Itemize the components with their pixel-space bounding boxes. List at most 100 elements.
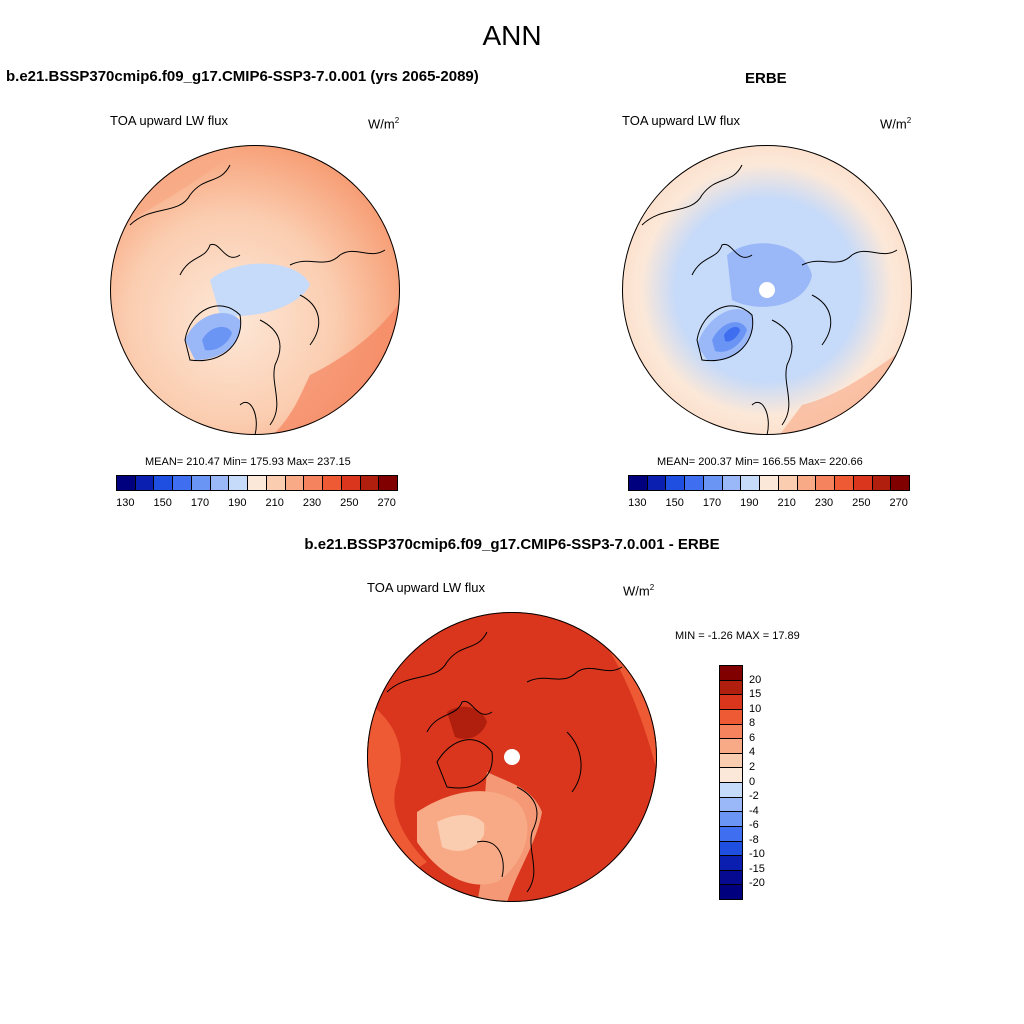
- obs-colorbar-swatch: [741, 476, 761, 490]
- diff-colorbar-swatch: [720, 885, 742, 899]
- diff-colorbar-swatch: [720, 826, 742, 842]
- obs-colorbar-swatch: [685, 476, 704, 490]
- obs-colorbar-swatch: [703, 476, 723, 490]
- diff-colorbar-ticks: 20 15 10 8 6 4 2 0 -2 -4 -6 -8 -10 -15 -20: [749, 665, 789, 898]
- obs-colorbar-tick-label: 150: [665, 497, 684, 509]
- diff-colorbar-swatch: [720, 768, 742, 783]
- obs-colorbar-tick-label: 130: [628, 497, 647, 509]
- obs-colorbar-swatch: [629, 476, 648, 490]
- obs-colorbar-swatch: [647, 476, 667, 490]
- model-stats: MEAN= 210.47 Min= 175.93 Max= 237.15: [145, 456, 351, 468]
- obs-colorbar-tick-label: 190: [740, 497, 759, 509]
- obs-cold-central: [727, 243, 812, 307]
- model-colorbar-tick-label: 250: [340, 497, 359, 509]
- diff-colorbar-swatch: [720, 812, 742, 827]
- obs-colorbar-tick-label: 210: [777, 497, 796, 509]
- obs-colorbar-swatch: [835, 476, 854, 490]
- diff-colorbar-tick-label: 2: [749, 760, 756, 773]
- model-colorbar-swatch: [304, 476, 324, 490]
- model-polar-map: [110, 145, 400, 435]
- diff-weakest-southwest: [437, 815, 487, 851]
- diff-colorbar-tick-label: 4: [749, 746, 756, 759]
- diff-colorbar-tick-label: 0: [749, 775, 756, 788]
- obs-colorbar-swatch: [872, 476, 892, 490]
- diff-colorbar-swatch: [720, 739, 742, 754]
- obs-colorbar-swatch: [891, 476, 910, 490]
- diff-polar-map: [367, 612, 657, 902]
- model-colorbar-tick-label: 270: [377, 497, 396, 509]
- diff-colorbar-swatch: [720, 724, 742, 740]
- diff-pole-hole: [504, 749, 520, 765]
- model-colorbar-swatch: [173, 476, 192, 490]
- model-colorbar-swatch: [360, 476, 380, 490]
- diff-colorbar-swatch: [720, 870, 742, 886]
- model-colorbar-swatch: [379, 476, 398, 490]
- diff-colorbar-swatch: [720, 666, 742, 681]
- model-cool-arctic: [210, 263, 310, 316]
- obs-colorbar-swatch: [816, 476, 836, 490]
- diff-variable-label: TOA upward LW flux: [367, 580, 486, 595]
- diff-strong-greenland: [447, 706, 487, 739]
- diff-colorbar-tick-label: -2: [749, 790, 759, 803]
- obs-units-label: W/m2: [880, 116, 912, 132]
- main-title: ANN: [482, 20, 542, 51]
- model-colorbar: [116, 475, 398, 491]
- diff-colorbar-tick-label: 8: [749, 717, 756, 730]
- model-colorbar-tick-label: 170: [190, 497, 210, 509]
- diff-colorbar: [719, 665, 743, 900]
- obs-variable-label: TOA upward LW flux: [622, 113, 741, 128]
- diff-colorbar-swatch: [720, 709, 742, 725]
- diff-colorbar-swatch: [720, 753, 742, 769]
- model-colorbar-tick-label: 130: [116, 497, 135, 509]
- diff-colorbar-swatch: [720, 783, 742, 798]
- obs-colorbar-swatch: [666, 476, 686, 490]
- obs-coastlines: [641, 164, 898, 435]
- diff-colorbar-tick-label: -4: [749, 804, 759, 817]
- model-colorbar-swatch: [285, 476, 305, 490]
- diff-colorbar-tick-label: -6: [749, 819, 759, 832]
- obs-colorbar-swatch: [853, 476, 873, 490]
- model-panel-title: b.e21.BSSP370cmip6.f09_g17.CMIP6-SSP3-7.…: [6, 68, 479, 85]
- obs-colorbar-swatch: [760, 476, 779, 490]
- model-colorbar-swatch: [229, 476, 249, 490]
- diff-colorbar-swatch: [720, 856, 742, 871]
- model-colorbar-swatch: [135, 476, 155, 490]
- diff-stats: MIN = -1.26 MAX = 17.89: [675, 630, 800, 642]
- obs-colorbar-swatch: [722, 476, 742, 490]
- obs-colorbar: [628, 475, 910, 491]
- diff-colorbar-swatch: [720, 695, 742, 710]
- model-colorbar-tick-label: 190: [228, 497, 247, 509]
- model-colorbar-swatch: [117, 476, 136, 490]
- obs-coldest-greenland: [724, 326, 740, 342]
- diff-colorbar-tick-label: -20: [749, 877, 765, 890]
- diff-colorbar-tick-label: 10: [749, 702, 762, 715]
- model-colorbar-swatch: [341, 476, 361, 490]
- diff-colorbar-tick-label: 6: [749, 731, 756, 744]
- obs-stats: MEAN= 200.37 Min= 166.55 Max= 220.66: [657, 456, 863, 468]
- obs-colorbar-swatch: [797, 476, 817, 490]
- obs-pole-hole: [759, 282, 775, 298]
- model-variable-label: TOA upward LW flux: [110, 113, 229, 128]
- diff-colorbar-swatch: [720, 841, 742, 857]
- diff-colorbar-swatch: [720, 680, 742, 696]
- obs-polar-map: [622, 145, 912, 435]
- model-colder-greenland: [202, 326, 232, 351]
- diff-colorbar-tick-label: 20: [749, 673, 762, 686]
- model-colorbar-swatch: [191, 476, 211, 490]
- model-colorbar-swatch: [323, 476, 342, 490]
- model-colorbar-swatch: [266, 476, 286, 490]
- model-colorbar-swatch: [154, 476, 174, 490]
- diff-weak-center: [477, 772, 542, 902]
- obs-colorbar-tick-label: 270: [889, 497, 908, 509]
- diff-coastlines: [386, 631, 623, 893]
- obs-colorbar-tick-label: 250: [852, 497, 871, 509]
- diff-units-label: W/m2: [623, 583, 655, 599]
- diff-colorbar-tick-label: -15: [749, 862, 765, 875]
- model-colorbar-tick-label: 230: [302, 497, 322, 509]
- model-colorbar-swatch: [248, 476, 267, 490]
- diff-colorbar-tick-label: -10: [749, 848, 765, 861]
- obs-colorbar-tick-label: 170: [702, 497, 722, 509]
- model-colorbar-tick-label: 150: [153, 497, 172, 509]
- obs-panel-title: ERBE: [745, 70, 787, 87]
- obs-colorbar-swatch: [778, 476, 798, 490]
